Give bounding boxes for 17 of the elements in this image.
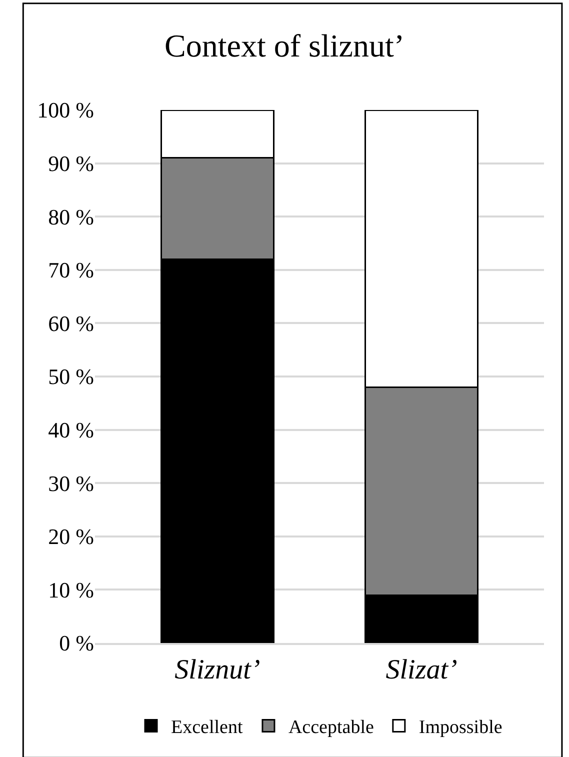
legend-label: Acceptable <box>288 717 374 738</box>
x-tick-label: Sliznut’ <box>174 654 260 686</box>
y-tick-label: 0 % <box>59 630 94 656</box>
chart-title: Context of sliznut’ <box>164 27 404 64</box>
y-tick-label: 60 % <box>48 310 94 336</box>
legend-label: Impossible <box>418 717 502 738</box>
y-tick-label: 50 % <box>48 364 94 390</box>
y-tick-label: 40 % <box>48 418 94 442</box>
y-tick-label: 100 % <box>37 98 94 123</box>
y-tick-label: 10 % <box>48 577 94 602</box>
y-tick-label: 70 % <box>48 258 94 283</box>
y-tick-label: 30 % <box>48 470 94 496</box>
y-tick-label: 90 % <box>48 151 94 176</box>
x-tick-label: Slizat’ <box>386 654 458 686</box>
legend-label: Excellent <box>171 717 244 738</box>
y-tick-label: 20 % <box>48 524 94 550</box>
y-tick-label: 80 % <box>48 204 94 230</box>
